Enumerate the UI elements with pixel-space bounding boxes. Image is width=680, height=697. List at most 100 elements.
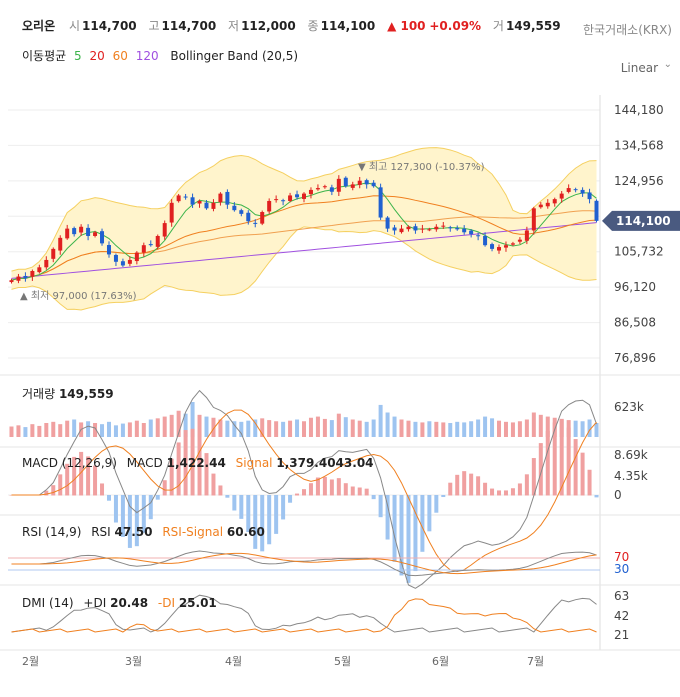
macd-histogram-bar — [315, 477, 320, 496]
macd-tick-label: 8.69k — [614, 448, 648, 462]
volume-bar — [385, 412, 390, 437]
macd-histogram-bar — [378, 495, 383, 518]
candle-body — [274, 199, 279, 201]
macd-histogram-bar — [197, 433, 202, 496]
volume-panel-label: 거래량 149,559 — [22, 385, 114, 402]
macd-histogram-bar — [476, 476, 481, 496]
volume-bar — [350, 419, 355, 437]
macd-histogram-bar — [406, 495, 411, 583]
volume-bar — [218, 419, 223, 437]
macd-label: MACD — [126, 456, 163, 470]
volume-bar — [225, 420, 230, 437]
macd-line — [11, 389, 597, 589]
indicator-legend: 이동평균 5 20 60 120 Bollinger Band (20,5) — [22, 47, 302, 64]
volume-bar — [462, 422, 467, 437]
candle-body — [51, 248, 56, 259]
macd-histogram-bar — [580, 452, 585, 496]
volume-bar — [302, 421, 306, 437]
month-tick-label: 5월 — [334, 655, 351, 668]
volume-bar — [246, 420, 251, 437]
macd-histogram-bar — [113, 495, 118, 523]
bollinger-label[interactable]: Bollinger Band (20,5) — [170, 49, 299, 63]
macd-histogram-bar — [357, 487, 362, 496]
candle-body — [538, 204, 543, 208]
month-tick-label: 6월 — [432, 655, 449, 668]
volume-bar — [413, 421, 418, 437]
candle-body — [141, 245, 146, 253]
candle-body — [552, 199, 557, 204]
volume-bar — [169, 414, 174, 437]
chevron-down-icon[interactable]: ⌄ — [663, 59, 672, 70]
volume-bar — [315, 416, 320, 437]
month-tick-label: 2월 — [22, 655, 39, 668]
macd-tick-label: 0 — [614, 488, 622, 502]
rsi-signal-label: RSI-Signal — [162, 525, 224, 539]
candle-body — [225, 191, 230, 205]
candle-body — [183, 196, 188, 198]
ma60-label[interactable]: 60 — [112, 49, 128, 63]
candle-body — [531, 208, 536, 231]
candle-body — [357, 180, 362, 185]
candle-body — [190, 197, 195, 205]
macd-signal-value: 1,379.4043.04 — [276, 456, 374, 470]
macd-histogram-bar — [364, 488, 369, 496]
candle-body — [350, 184, 355, 188]
macd-signal-label: Signal — [235, 456, 273, 470]
macd-histogram-bar — [260, 495, 265, 552]
volume-bar — [281, 421, 286, 437]
candle-body — [211, 202, 216, 209]
volume-bar — [16, 425, 21, 437]
ma5-label[interactable]: 5 — [74, 49, 82, 63]
macd-histogram-bar — [162, 480, 167, 496]
dmi-tick-label: 21 — [614, 628, 629, 642]
volume-bar — [37, 425, 42, 437]
macd-histogram-bar — [72, 456, 77, 496]
month-tick-label: 4월 — [225, 655, 242, 668]
volume-bar — [30, 424, 35, 437]
candle-body — [308, 189, 313, 195]
candle-body — [364, 180, 369, 185]
candle-body — [427, 229, 432, 231]
candle-body — [517, 239, 522, 242]
candle-body — [295, 194, 300, 198]
macd-histogram-bar — [594, 495, 599, 498]
macd-histogram-bar — [127, 495, 132, 548]
volume-bar — [420, 422, 425, 437]
volume-bar — [9, 426, 14, 437]
volume-bar — [295, 419, 300, 437]
candle-body — [462, 228, 467, 233]
macd-value: 1,422.44 — [166, 456, 226, 470]
candle-body — [239, 210, 244, 214]
macd-histogram-bar — [79, 451, 84, 496]
candle-body — [510, 243, 515, 245]
volume-bar — [260, 418, 265, 437]
volume-bar — [483, 416, 488, 437]
ma120-label[interactable]: 120 — [135, 49, 159, 63]
candle-body — [100, 231, 105, 244]
volume-bar — [120, 423, 125, 437]
ma20-label[interactable]: 20 — [89, 49, 105, 63]
candle-body — [594, 200, 599, 221]
macd-histogram-bar — [120, 495, 125, 537]
volume-bar — [239, 421, 244, 437]
volume-bar — [336, 413, 341, 437]
volume-bar — [392, 416, 397, 437]
macd-histogram-bar — [218, 485, 223, 496]
candle-body — [441, 225, 446, 227]
macd-histogram-bar — [371, 495, 376, 500]
macd-histogram-bar — [176, 442, 181, 496]
macd-histogram-bar — [350, 486, 355, 496]
volume-bar — [51, 421, 56, 437]
macd-histogram-bar — [385, 495, 390, 540]
bollinger-lower-line — [11, 226, 597, 311]
candle-body — [58, 237, 63, 251]
ma-label: 이동평균 — [22, 49, 67, 63]
macd-histogram-bar — [86, 456, 91, 496]
volume-bar — [204, 416, 209, 437]
volume-bar — [162, 416, 167, 437]
candle-body — [246, 212, 251, 222]
rsi-tick-label: 30 — [614, 562, 629, 576]
scale-selector[interactable]: Linear — [620, 61, 658, 75]
current-price-tag — [602, 210, 680, 231]
